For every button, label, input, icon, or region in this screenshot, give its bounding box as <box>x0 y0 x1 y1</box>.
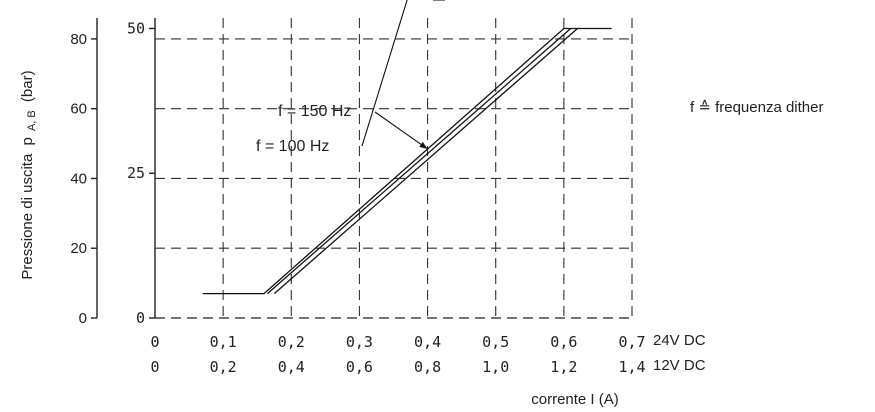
series-label-100hz: f = 100 Hz <box>256 138 329 155</box>
grid <box>155 18 633 318</box>
label-150hz-arrowhead <box>419 141 428 149</box>
series-label-150hz: f = 150 Hz <box>278 103 351 120</box>
x-tick-label-24v: 0,3 <box>346 333 373 351</box>
series-line <box>266 28 572 295</box>
dither-note: f ≙ frequenza dither <box>690 99 823 116</box>
x-scale-label-24v: 24V DC <box>653 332 706 349</box>
x-tick-label-12v: 1,4 <box>618 358 645 376</box>
y-axis-label-subscript: A, B <box>26 110 38 131</box>
x-axis-label: corrente I (A) <box>531 391 619 408</box>
labels: 80604020050250000,10,20,20,40,30,60,40,8… <box>70 19 645 376</box>
series-line <box>273 28 578 295</box>
x-tick-label-12v: 0,8 <box>414 358 441 376</box>
axes <box>91 18 632 319</box>
x-tick-label-24v: 0,6 <box>550 333 577 351</box>
curves <box>202 0 612 295</box>
x-tick-label-12v: 1,0 <box>482 358 509 376</box>
x-scale-label-12v: 12V DC <box>653 357 706 374</box>
series-line <box>202 27 612 295</box>
x-tick-label-24v: 0,7 <box>618 333 645 351</box>
label-100hz-pointer <box>361 0 408 147</box>
x-tick-label-24v: 0,4 <box>414 333 441 351</box>
x-tick-label-12v: 0,6 <box>346 358 373 376</box>
y-axis-label-symbol: p <box>19 137 36 145</box>
label-150hz-pointer <box>374 111 428 150</box>
y-outer-tick-label: 60 <box>70 101 87 118</box>
y-axis-label-unit: (bar) <box>19 70 36 102</box>
y-inner-tick-label: 50 <box>127 19 145 37</box>
x-tick-label-12v: 0,4 <box>278 358 305 376</box>
y-outer-tick-label: 0 <box>79 310 87 327</box>
y-inner-tick-label: 25 <box>127 164 145 182</box>
x-tick-label-24v: 0,5 <box>482 333 509 351</box>
y-axis-label-main: Pressione di uscita <box>19 153 36 280</box>
y-axis-label: Pressione di uscita p A, B (bar) <box>19 70 39 279</box>
x-tick-label-24v: 0,2 <box>278 333 305 351</box>
x-tick-label-12v: 0,2 <box>210 358 237 376</box>
x-tick-label-24v: 0 <box>150 333 159 351</box>
y-inner-tick-label: 0 <box>136 309 145 327</box>
x-tick-label-24v: 0,1 <box>210 333 237 351</box>
x-tick-label-12v: 1,2 <box>550 358 577 376</box>
x-tick-label-12v: 0 <box>150 358 159 376</box>
y-outer-tick-label: 80 <box>70 31 87 48</box>
y-outer-tick-label: 40 <box>70 170 87 187</box>
y-outer-tick-label: 20 <box>70 240 87 257</box>
